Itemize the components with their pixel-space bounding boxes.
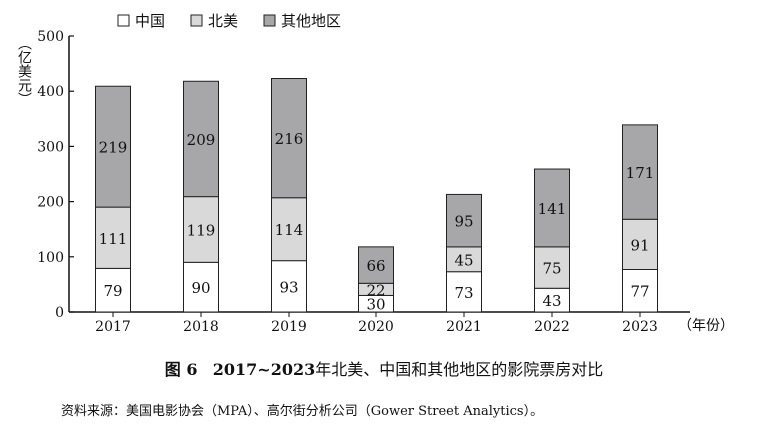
bar-segment-其他地区-2020 xyxy=(358,246,394,284)
x-tick-label: 2022 xyxy=(534,319,570,335)
legend-swatch-中国 xyxy=(117,14,130,27)
legend-label: 中国 xyxy=(135,12,165,30)
x-tick-label: 2021 xyxy=(446,319,482,335)
y-tick-label: 400 xyxy=(37,84,64,100)
data-label: 79 xyxy=(103,282,122,300)
bar-segment-其他地区-2017 xyxy=(95,85,131,208)
source-note: 资料来源：美国电影协会（MPA）、高尔街分析公司（Gower Street An… xyxy=(61,404,544,419)
bar-segment-北美-2023 xyxy=(622,218,658,270)
bar-segment-北美-2021 xyxy=(446,246,482,273)
data-label: 93 xyxy=(279,278,298,296)
data-label: 216 xyxy=(275,130,304,148)
data-label: 66 xyxy=(366,257,385,275)
x-tick-label: 2020 xyxy=(358,319,394,335)
y-tick-label: 0 xyxy=(55,305,64,321)
bar-segment-中国-2023 xyxy=(622,268,658,313)
data-label: 73 xyxy=(454,284,473,302)
legend-label: 北美 xyxy=(208,12,238,30)
legend-swatch-其他地区 xyxy=(263,14,276,27)
data-label: 114 xyxy=(275,221,304,239)
y-tick-label: 200 xyxy=(37,195,64,211)
data-label: 22 xyxy=(366,281,385,299)
x-tick-label: 2023 xyxy=(622,319,658,335)
x-tick-label: 2019 xyxy=(271,319,307,335)
bar-segment-其他地区-2021 xyxy=(446,193,482,248)
figure-number: 图 6 xyxy=(164,360,198,379)
bar-segment-其他地区-2019 xyxy=(271,78,307,199)
bar-segment-北美-2022 xyxy=(534,246,570,289)
data-label: 219 xyxy=(99,139,128,157)
x-axis-label: （年份） xyxy=(678,318,734,334)
bar-segment-北美-2018 xyxy=(183,196,219,263)
legend-swatch-北美 xyxy=(190,14,203,27)
y-tick-label: 500 xyxy=(37,29,64,45)
data-label: 75 xyxy=(542,260,561,278)
caption-years: 2017~2023 xyxy=(212,360,316,379)
bar-segment-其他地区-2022 xyxy=(534,168,570,248)
stacked-bar-chart: 0 100 200 300 400 500 （亿美元） （年份） 2017 79 111 219 201… xyxy=(16,12,734,335)
y-tick-label: 300 xyxy=(37,139,64,155)
data-label: 91 xyxy=(630,236,649,254)
data-label: 141 xyxy=(538,200,567,218)
data-label: 171 xyxy=(626,164,655,182)
data-label: 209 xyxy=(187,131,216,149)
bar-segment-其他地区-2018 xyxy=(183,80,219,198)
data-label: 119 xyxy=(187,221,216,239)
bar-segment-中国-2018 xyxy=(183,261,219,313)
data-label: 77 xyxy=(630,283,649,301)
data-label: 90 xyxy=(191,279,210,297)
legend-label: 其他地区 xyxy=(281,12,341,30)
figure-caption: 图 6 2017~2023年北美、中国和其他地区的影院票房对比 xyxy=(0,356,768,380)
bar-segment-北美-2017 xyxy=(95,206,131,269)
x-tick-label: 2017 xyxy=(95,319,131,335)
y-axis-label: （亿美元） xyxy=(16,36,32,106)
bar-segment-其他地区-2023 xyxy=(622,124,658,220)
bar-segment-中国-2021 xyxy=(446,271,482,313)
y-tick-label: 100 xyxy=(37,250,64,266)
data-label: 45 xyxy=(454,251,473,269)
data-label: 95 xyxy=(454,213,473,231)
data-label: 111 xyxy=(99,230,128,248)
x-tick-label: 2018 xyxy=(183,319,219,335)
caption-title: 年北美、中国和其他地区的影院票房对比 xyxy=(315,360,604,379)
data-label: 43 xyxy=(542,292,561,310)
data-label: 30 xyxy=(366,296,385,314)
